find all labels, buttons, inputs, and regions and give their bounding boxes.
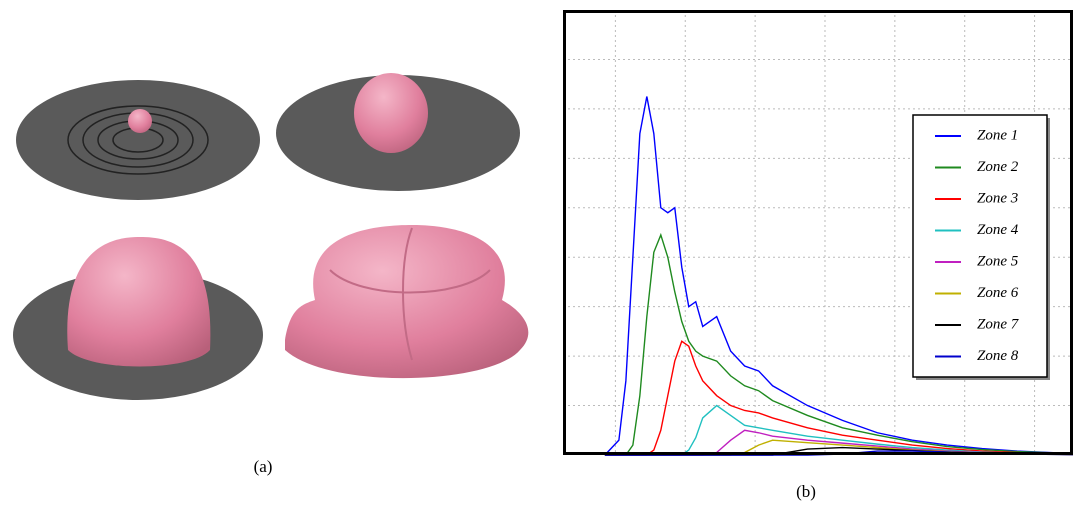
legend-label: Zone 6	[977, 285, 1019, 301]
legend-label: Zone 5	[977, 253, 1019, 269]
plot-frame	[563, 10, 1073, 455]
legend-label: Zone 8	[977, 348, 1019, 364]
line	[604, 232, 1073, 456]
line	[604, 96, 1073, 456]
legend-label: Zone 4	[977, 222, 1019, 238]
caption: (b)	[796, 482, 816, 501]
legend-label: Zone 3	[977, 190, 1018, 206]
renders	[13, 73, 529, 400]
caption: (a)	[254, 457, 273, 476]
sphere	[354, 73, 428, 153]
legend-label: Zone 2	[977, 159, 1019, 175]
sphere	[128, 109, 152, 133]
legend-label: Zone 1	[977, 127, 1018, 143]
dome	[67, 237, 211, 367]
disc	[16, 80, 260, 200]
helmet	[285, 225, 529, 379]
legend	[912, 114, 1048, 378]
legend-label: Zone 7	[977, 316, 1020, 332]
